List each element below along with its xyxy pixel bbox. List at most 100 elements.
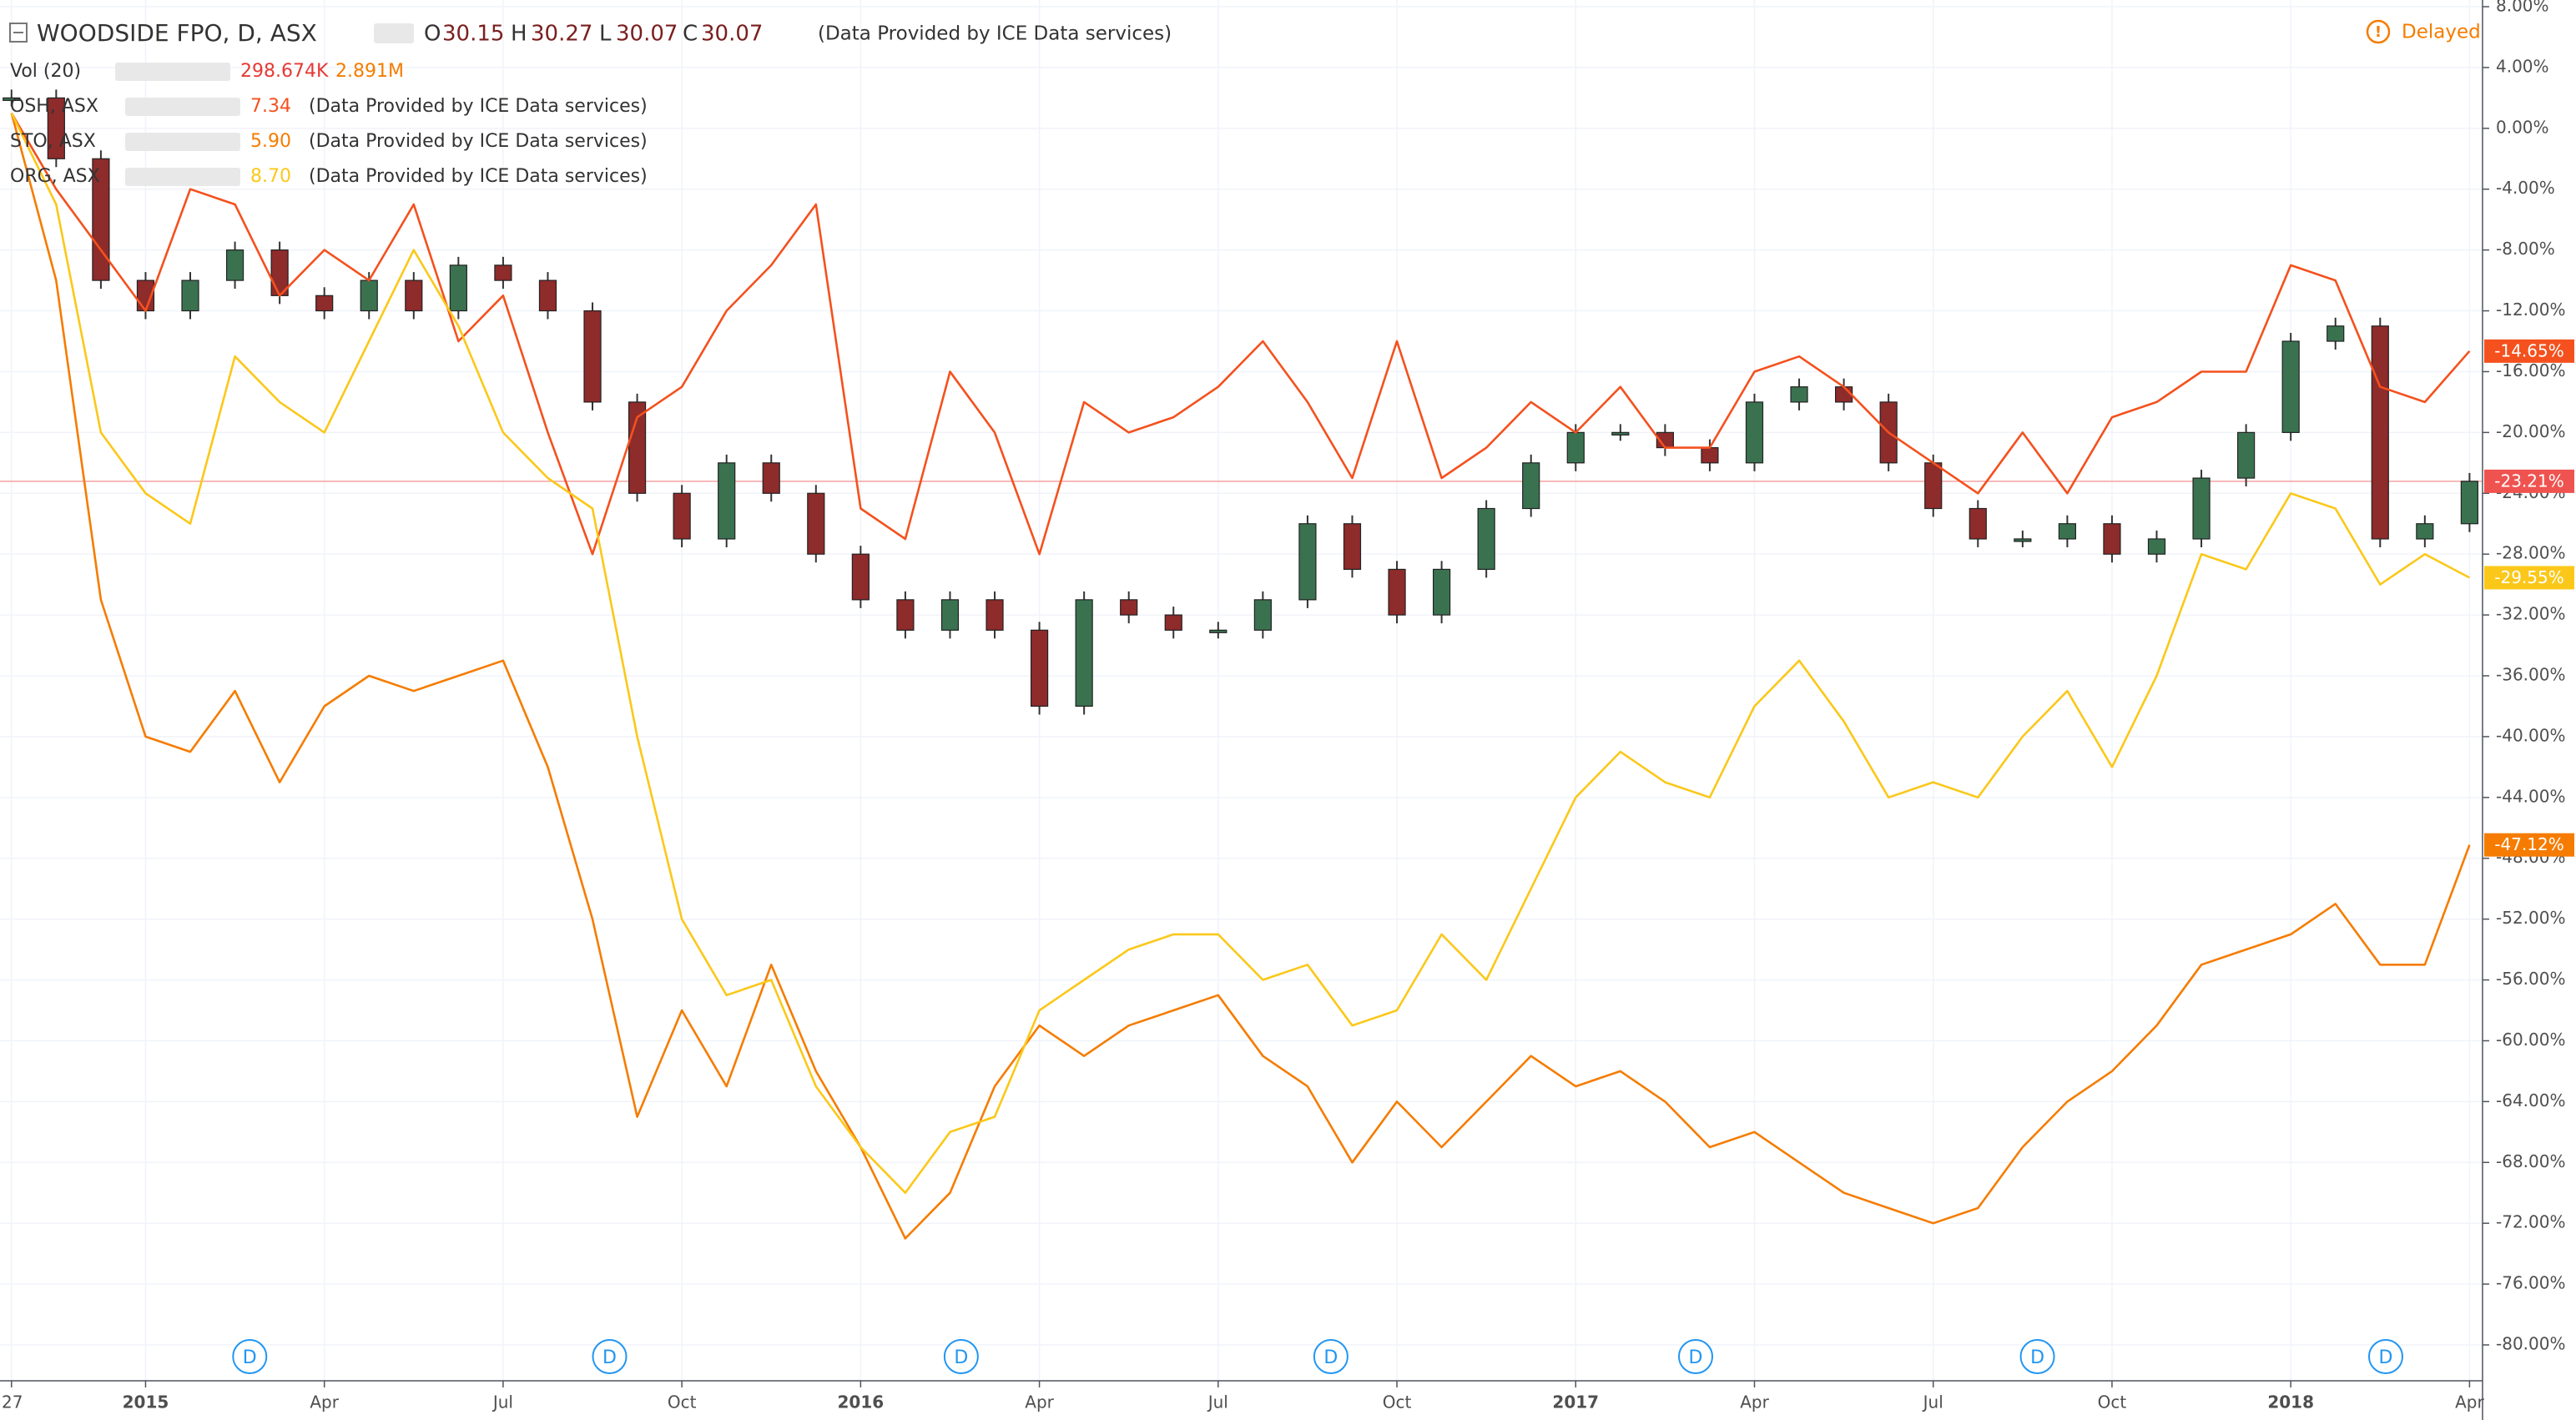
x-tick-label: Oct <box>1383 1392 1412 1412</box>
candle <box>1433 568 1451 616</box>
dividend-marker[interactable] <box>592 1339 628 1374</box>
legend-provider: (Data Provided by ICE Data services) <box>309 131 648 152</box>
dividend-label: D <box>954 1347 968 1368</box>
y-tick-label: 8.00% <box>2496 0 2549 16</box>
y-tick-label: -80.00% <box>2496 1334 2565 1354</box>
candle <box>1701 446 1719 464</box>
candle <box>2281 340 2300 433</box>
volume-value: 298.674K <box>240 61 329 82</box>
dividend-marker[interactable] <box>1678 1339 1714 1374</box>
candle <box>3 97 21 101</box>
candle <box>1298 523 1317 601</box>
candle <box>1835 386 1853 403</box>
symbol-title: WOODSIDE FPO, D, ASX <box>37 19 317 47</box>
y-tick-label: -68.00% <box>2496 1151 2565 1171</box>
legend: WOODSIDE FPO, D, ASX O 30.15 H 30.27 L 3… <box>9 19 2481 187</box>
dividend-label: D <box>2379 1347 2393 1368</box>
dividend-label: D <box>1689 1347 1703 1368</box>
candle <box>673 492 691 540</box>
y-tick-label: 0.00% <box>2496 117 2549 137</box>
legend-name: ORG, ASX <box>10 166 100 187</box>
legend-provider: (Data Provided by ICE Data services) <box>309 96 648 117</box>
dividend-marker[interactable] <box>2367 1339 2403 1374</box>
legend-value: 7.34 <box>250 96 291 117</box>
y-tick-label: -52.00% <box>2496 908 2565 928</box>
last-value-tag <box>2484 339 2574 363</box>
legend-name: STO, ASX <box>10 131 96 152</box>
title-settings-icons[interactable] <box>374 23 414 43</box>
x-tick-label: 2016 <box>838 1392 885 1412</box>
dividend-marker[interactable] <box>943 1339 979 1374</box>
open-value: 30.15 <box>442 22 504 47</box>
open-label: O <box>424 22 441 47</box>
y-tick-label: 4.00% <box>2496 56 2549 76</box>
candle <box>360 279 378 312</box>
candle <box>47 97 65 159</box>
y-tick-label: -12.00% <box>2496 300 2565 320</box>
candle <box>315 295 334 312</box>
candle <box>1566 431 1585 464</box>
x-tick-label: 2015 <box>123 1392 169 1412</box>
dividend-label: D <box>243 1347 257 1368</box>
low-label: L <box>599 22 612 47</box>
candle <box>538 279 557 312</box>
x-tick-label: Jul <box>492 1392 513 1412</box>
provider-note: (Data Provided by ICE Data services) <box>818 23 1172 45</box>
y-tick-label: -40.00% <box>2496 725 2565 745</box>
x-tick-label: Jul <box>1207 1392 1228 1412</box>
dividend-label: D <box>2030 1347 2044 1368</box>
legend-icons[interactable] <box>125 168 240 186</box>
y-tick-label: -64.00% <box>2496 1090 2565 1110</box>
dividend-marker[interactable] <box>232 1339 268 1374</box>
delayed-status[interactable]: Delayed <box>2402 22 2481 43</box>
legend-value: 8.70 <box>250 166 291 187</box>
last-value-label: -29.55% <box>2494 567 2563 587</box>
y-tick-label: -76.00% <box>2496 1273 2565 1293</box>
y-tick-label: -72.00% <box>2496 1212 2565 1232</box>
candle <box>405 279 423 312</box>
candle <box>92 158 110 281</box>
series-line <box>10 113 2471 1194</box>
candle <box>851 553 870 601</box>
dividend-marker[interactable] <box>2019 1339 2055 1374</box>
x-tick-label: Apr <box>2455 1392 2484 1412</box>
x-tick-label: 27 <box>2 1392 23 1412</box>
x-tick-label: Apr <box>1025 1392 1054 1412</box>
last-value-label: -23.21% <box>2494 471 2563 491</box>
candle <box>2326 325 2345 342</box>
delayed-icon[interactable] <box>2366 19 2391 44</box>
y-tick-label: -16.00% <box>2496 360 2565 380</box>
dividend-marker[interactable] <box>1313 1339 1348 1374</box>
candle <box>1209 629 1228 633</box>
volume-icons[interactable] <box>115 63 230 81</box>
legend-icons[interactable] <box>125 98 240 116</box>
y-tick-label: -8.00% <box>2496 239 2555 259</box>
candle <box>2103 523 2121 555</box>
candle <box>1790 386 1808 403</box>
candle <box>2371 325 2389 540</box>
collapse-icon[interactable] <box>9 23 28 43</box>
series-line <box>10 113 2471 1240</box>
series-line <box>10 112 2471 556</box>
candle <box>940 599 960 631</box>
candle <box>1969 507 1987 540</box>
candle <box>1343 523 1362 571</box>
candle <box>628 401 647 494</box>
candle <box>1164 614 1182 631</box>
candle <box>449 264 467 312</box>
last-value-label: -14.65% <box>2494 340 2563 360</box>
dividend-label: D <box>602 1347 617 1368</box>
candle <box>896 599 915 631</box>
candle <box>2058 523 2076 540</box>
x-tick-label: Apr <box>310 1392 339 1412</box>
x-tick-label: 2017 <box>1552 1392 1599 1412</box>
last-value-tag <box>2484 566 2574 590</box>
legend-icons[interactable] <box>125 133 240 151</box>
legend-provider: (Data Provided by ICE Data services) <box>309 166 648 187</box>
high-value: 30.27 <box>531 22 592 47</box>
candle <box>1388 568 1406 616</box>
candle <box>1522 462 1540 510</box>
close-value: 30.07 <box>701 22 763 47</box>
